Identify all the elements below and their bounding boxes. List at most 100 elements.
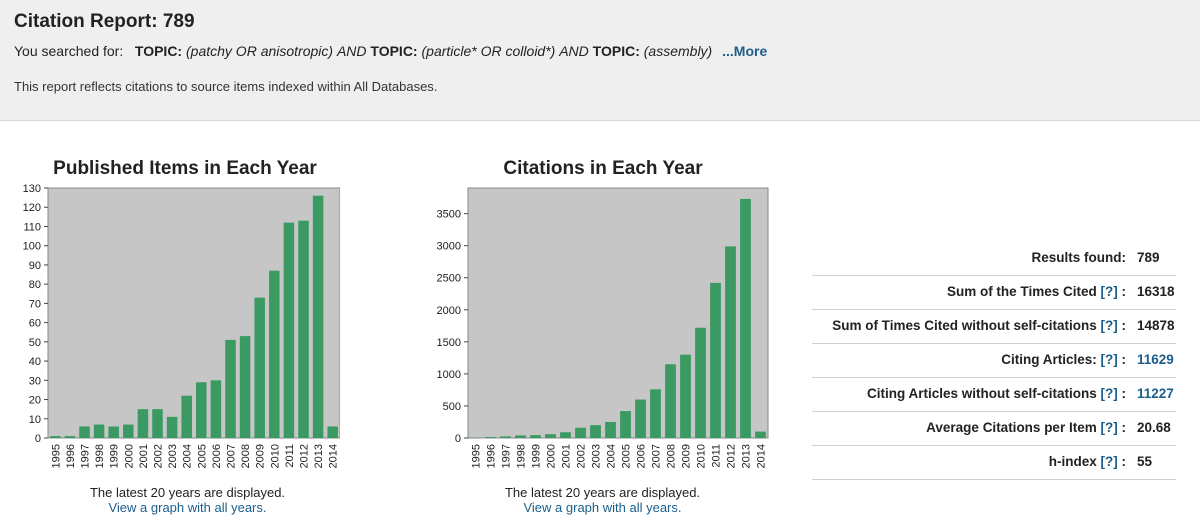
more-link[interactable]: ...More	[722, 43, 768, 59]
bar	[635, 399, 646, 438]
citing-without-self-label: Citing Articles without self-citations	[866, 386, 1097, 401]
topic-label-2: TOPIC:	[370, 43, 418, 59]
citations-chart-title: Citations in Each Year	[503, 158, 703, 179]
bar	[93, 424, 105, 438]
y-tick-label: 30	[29, 375, 41, 387]
published-items-chart-title: Published Items in Each Year	[53, 158, 317, 179]
x-tick-label: 1999	[109, 444, 121, 468]
bar	[710, 282, 721, 438]
bar	[485, 437, 496, 438]
stat-results-found: Results found: 789	[812, 242, 1176, 276]
bar	[725, 246, 736, 438]
h-index-label: h-index	[1048, 454, 1097, 469]
bar	[312, 195, 324, 438]
bar	[740, 198, 751, 438]
help-link[interactable]: [?]	[1100, 352, 1118, 367]
average-citations-value: 20.68	[1137, 420, 1171, 435]
bar	[239, 336, 251, 438]
help-link[interactable]: [?]	[1100, 420, 1118, 435]
bar	[755, 431, 766, 438]
bar	[152, 409, 163, 438]
bar	[181, 395, 192, 438]
plot-area	[467, 187, 769, 439]
bar	[283, 222, 295, 438]
plot-area	[47, 187, 340, 439]
bar	[560, 432, 571, 438]
bar	[327, 426, 338, 438]
and-operator-1: AND	[336, 43, 367, 59]
citing-articles-label: Citing Articles:	[1001, 352, 1097, 367]
x-tick-label: 1995	[50, 444, 62, 468]
y-tick-label: 90	[29, 260, 41, 272]
bar	[575, 427, 586, 438]
search-prefix: You searched for:	[14, 43, 124, 59]
citations-all-years-link[interactable]: View a graph with all years.	[523, 500, 682, 515]
h-index-value: 55	[1137, 454, 1153, 469]
x-tick-label: 2013	[741, 444, 753, 468]
y-tick-label: 1500	[437, 337, 461, 349]
x-tick-label: 2005	[621, 444, 633, 468]
y-tick-label: 120	[23, 202, 41, 214]
x-tick-label: 1999	[531, 444, 543, 468]
published-items-all-years-link[interactable]: View a graph with all years.	[108, 500, 267, 515]
bar	[545, 434, 556, 438]
citations-note: The latest 20 years are displayed. View …	[455, 485, 750, 515]
citing-articles-link[interactable]: 11629	[1137, 352, 1174, 367]
bar	[166, 416, 178, 438]
x-tick-label: 2008	[240, 444, 252, 468]
bar	[500, 436, 511, 438]
x-tick-label: 1998	[516, 444, 528, 468]
bar	[64, 436, 76, 438]
citing-without-self-link[interactable]: 11227	[1137, 386, 1174, 401]
x-tick-label: 2010	[696, 444, 708, 468]
help-link[interactable]: [?]	[1100, 284, 1118, 299]
x-tick-label: 2000	[123, 444, 135, 468]
stat-sum-without-self: Sum of Times Cited without self-citation…	[812, 310, 1176, 344]
bar	[590, 425, 601, 438]
y-tick-label: 3500	[437, 209, 461, 221]
x-tick-label: 2003	[591, 444, 603, 468]
x-tick-label: 2004	[182, 444, 194, 468]
bar	[605, 421, 616, 438]
sum-times-cited-label: Sum of the Times Cited	[946, 284, 1097, 299]
y-tick-label: 130	[23, 183, 41, 195]
x-tick-label: 1996	[65, 444, 77, 468]
x-tick-label: 2002	[576, 444, 588, 468]
colon: :	[1121, 386, 1127, 401]
x-tick-label: 2012	[299, 444, 311, 468]
y-tick-label: 0	[455, 433, 461, 445]
x-tick-label: 2007	[651, 444, 663, 468]
y-tick-label: 2500	[437, 273, 461, 285]
x-tick-label: 1997	[501, 444, 513, 468]
report-header: Citation Report: 789 You searched for: T…	[0, 0, 1200, 121]
topic-label-3: TOPIC:	[592, 43, 640, 59]
y-tick-label: 10	[29, 414, 41, 426]
x-tick-label: 2007	[226, 444, 238, 468]
colon: :	[1121, 420, 1127, 435]
page-title: Citation Report: 789	[14, 11, 195, 32]
y-tick-label: 50	[29, 337, 41, 349]
x-tick-label: 2012	[726, 444, 738, 468]
sum-without-self-label: Sum of Times Cited without self-citation…	[832, 318, 1097, 333]
help-link[interactable]: [?]	[1100, 454, 1118, 469]
x-tick-label: 2014	[756, 444, 768, 468]
y-tick-label: 80	[29, 279, 41, 291]
x-tick-label: 2003	[167, 444, 179, 468]
published-items-note-text: The latest 20 years are displayed.	[89, 485, 286, 500]
x-tick-label: 2014	[328, 444, 340, 468]
colon: :	[1121, 284, 1127, 299]
stat-citing-without-self: Citing Articles without self-citations […	[812, 378, 1176, 412]
topic-label-1: TOPIC:	[134, 43, 183, 59]
y-tick-label: 70	[29, 298, 41, 310]
bar	[123, 424, 134, 438]
x-tick-label: 1995	[471, 444, 483, 468]
help-link[interactable]: [?]	[1100, 386, 1118, 401]
published-items-note: The latest 20 years are displayed. View …	[40, 485, 335, 515]
y-tick-label: 500	[443, 401, 461, 413]
search-query: You searched for: TOPIC: (patchy OR anis…	[14, 43, 767, 59]
help-link[interactable]: [?]	[1100, 318, 1118, 333]
x-tick-label: 2006	[636, 444, 648, 468]
x-tick-label: 2009	[681, 444, 693, 468]
x-tick-label: 1996	[486, 444, 498, 468]
bar	[530, 435, 541, 438]
